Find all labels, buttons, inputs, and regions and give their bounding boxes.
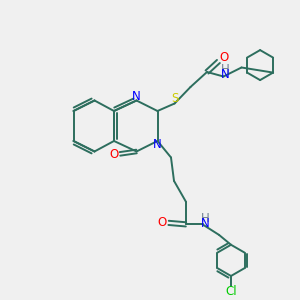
Text: H: H — [200, 212, 209, 225]
Text: N: N — [132, 90, 141, 104]
Text: N: N — [200, 217, 209, 230]
Text: O: O — [158, 216, 166, 230]
Text: S: S — [172, 92, 179, 105]
Text: N: N — [153, 138, 162, 151]
Text: O: O — [219, 51, 228, 64]
Text: H: H — [220, 63, 230, 76]
Text: O: O — [110, 148, 118, 161]
Text: N: N — [220, 68, 230, 82]
Text: Cl: Cl — [225, 285, 237, 298]
